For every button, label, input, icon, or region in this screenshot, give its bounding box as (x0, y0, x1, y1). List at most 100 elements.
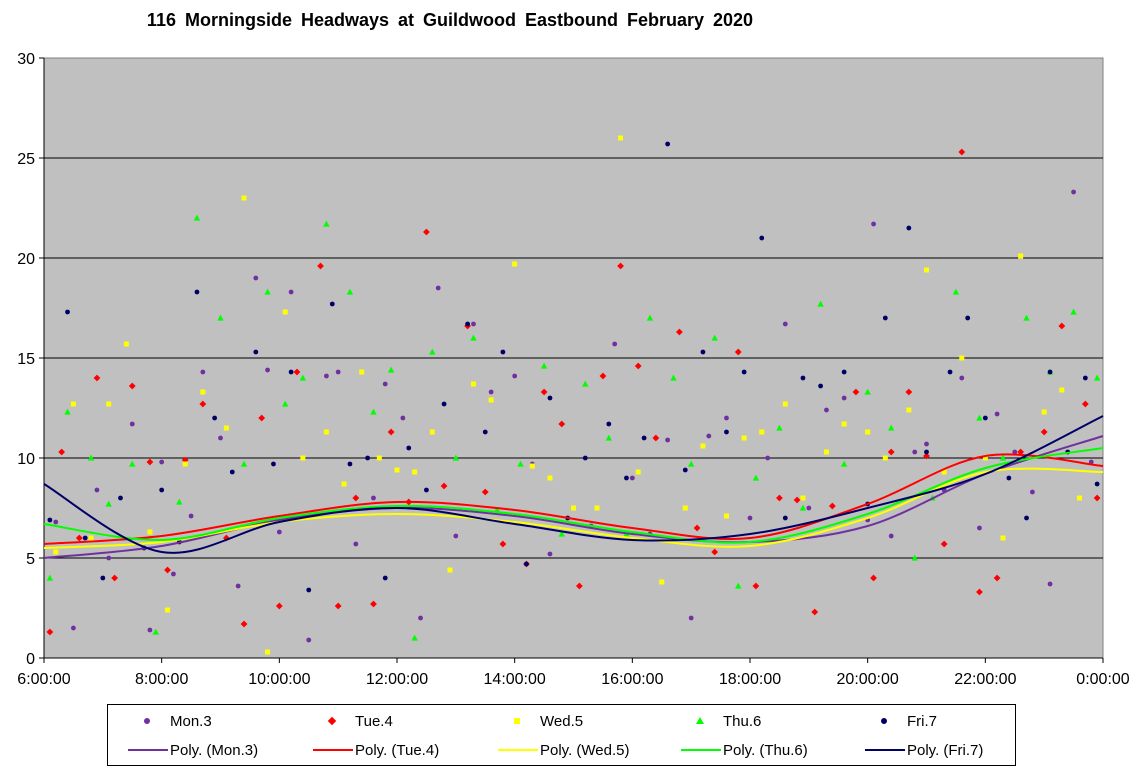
data-point (747, 515, 753, 521)
data-point (193, 214, 201, 221)
data-point (741, 369, 747, 375)
data-point (977, 525, 982, 531)
x-tick-label: 8:00:00 (135, 671, 188, 688)
data-point (181, 456, 189, 464)
legend-entry-trend-0: Poly. (Mon.3) (108, 736, 258, 764)
data-point (765, 455, 771, 461)
data-point (324, 373, 329, 379)
legend-label: Poly. (Mon.3) (170, 741, 259, 759)
chart-title: 116 Morningside Headways at Guildwood Ea… (146, 10, 754, 30)
legend-label: Poly. (Thu.6) (723, 741, 808, 759)
data-point (888, 533, 894, 539)
data-point (1059, 387, 1065, 393)
data-point (1023, 314, 1030, 321)
data-point (734, 348, 742, 356)
legend-entry-trend-1: Poly. (Tue.4) (293, 736, 439, 764)
data-point (447, 567, 453, 573)
data-point (352, 494, 360, 502)
data-point (882, 315, 888, 321)
data-point (700, 443, 706, 449)
data-point (452, 454, 460, 461)
data-point (776, 494, 783, 502)
legend-entry-fri-7: Fri.7 (845, 707, 937, 735)
data-point (470, 334, 477, 341)
legend-label: Thu.6 (723, 712, 762, 730)
data-point (218, 435, 223, 441)
data-point (334, 602, 342, 610)
data-point (1071, 189, 1076, 195)
data-point (982, 415, 988, 421)
data-point (540, 362, 548, 369)
y-axis: 0 5 10 15 20 25 30 (17, 51, 45, 668)
data-point (824, 407, 829, 413)
data-point (471, 321, 476, 327)
data-point (400, 415, 406, 421)
data-point (264, 288, 271, 295)
data-point (594, 505, 600, 511)
data-point (723, 513, 729, 519)
data-point (993, 574, 1001, 582)
data-point (547, 551, 553, 557)
data-point (999, 454, 1007, 461)
legend-swatch (478, 736, 538, 764)
data-point (635, 469, 641, 475)
data-point (911, 554, 918, 561)
x-tick-label: 12:00:00 (366, 671, 428, 688)
data-point (800, 495, 806, 501)
y-tick-label: 30 (17, 51, 35, 68)
data-point (223, 425, 229, 431)
data-point (275, 602, 283, 610)
data-point (606, 421, 612, 427)
data-point (529, 463, 535, 469)
data-point (323, 220, 330, 227)
data-point (106, 401, 112, 407)
data-point (841, 395, 847, 401)
data-point (129, 460, 136, 467)
legend-entry-mon-3: Mon.3 (108, 707, 212, 735)
data-point (823, 449, 829, 455)
data-point (1041, 409, 1047, 415)
data-point (129, 421, 135, 427)
legend-swatch (108, 707, 168, 735)
legend-swatch (661, 736, 721, 764)
data-point (429, 429, 435, 435)
data-point (959, 375, 965, 381)
data-point (182, 461, 188, 467)
data-point (212, 415, 218, 421)
data-point (481, 488, 489, 496)
data-point (1006, 475, 1012, 481)
data-point (253, 275, 259, 281)
data-point (1070, 308, 1077, 315)
data-point (482, 429, 488, 435)
data-point (670, 374, 677, 381)
data-point (864, 388, 871, 395)
data-point (558, 530, 565, 537)
legend-entry-thu-6: Thu.6 (661, 707, 761, 735)
legend-row-trendlines: Poly. (Mon.3) Poly. (Tue.4) Poly. (Wed.5) P… (108, 736, 1015, 764)
data-point (240, 620, 248, 628)
data-point (176, 498, 183, 505)
trendline-poly-thu-6 (43, 447, 1104, 544)
data-point (370, 408, 377, 415)
data-point (441, 401, 447, 407)
data-point (629, 475, 635, 481)
data-point (1000, 535, 1006, 541)
data-point (540, 388, 548, 396)
data-point (700, 349, 706, 355)
data-point (394, 467, 400, 473)
data-point (87, 454, 95, 461)
data-point (58, 448, 66, 456)
data-point (682, 505, 688, 511)
legend-swatch (293, 707, 353, 735)
data-point (429, 348, 436, 355)
data-point (276, 529, 282, 535)
data-point (1081, 400, 1089, 408)
data-point (46, 574, 54, 581)
data-point (818, 383, 823, 389)
y-tick-label: 15 (17, 351, 35, 368)
data-point (229, 469, 235, 475)
data-point (817, 300, 824, 307)
data-point (440, 482, 448, 490)
data-point (253, 349, 259, 355)
data-point (793, 496, 801, 504)
